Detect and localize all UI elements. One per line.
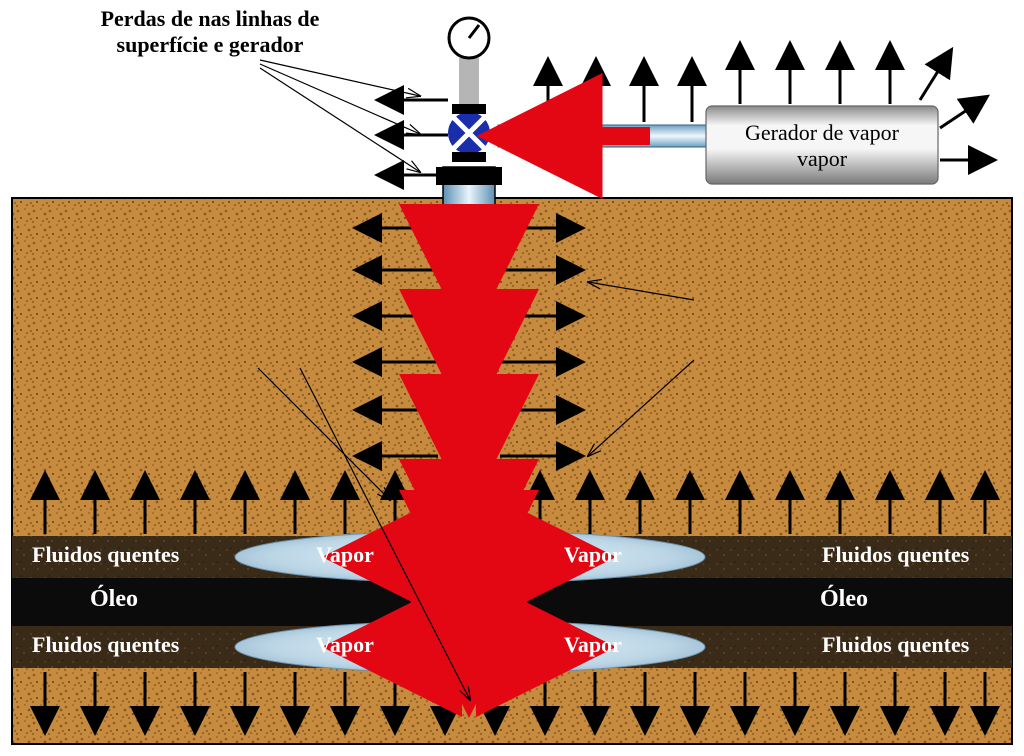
wellhead-block <box>436 167 502 185</box>
generator-label-l2: vapor <box>797 146 848 171</box>
text-vapor-top-right: Vapor <box>564 542 622 568</box>
wellhead-left-arrows <box>380 100 448 175</box>
text-vapor-bot-left: Vapor <box>316 632 374 658</box>
diagram-canvas: Perdas de nas linhas de superfície e ger… <box>0 0 1024 756</box>
text-fluidos-top-left: Fluidos quentes <box>32 542 179 568</box>
valve-bottom-flange <box>452 152 486 162</box>
text-oleo-right: Óleo <box>820 586 868 613</box>
text-fluidos-top-right: Fluidos quentes <box>822 542 969 568</box>
text-vapor-bot-right: Vapor <box>564 632 622 658</box>
gauge-stem <box>459 58 479 112</box>
text-fluidos-bot-left: Fluidos quentes <box>32 632 179 658</box>
valve-top-flange <box>452 104 486 114</box>
text-oleo-left: Óleo <box>90 586 138 613</box>
text-vapor-top-left: Vapor <box>316 542 374 568</box>
generator-box <box>706 106 938 184</box>
text-fluidos-bot-right: Fluidos quentes <box>822 632 969 658</box>
generator-label-l1: Gerador de vapor <box>745 120 900 145</box>
pointer-top-left <box>260 60 420 172</box>
